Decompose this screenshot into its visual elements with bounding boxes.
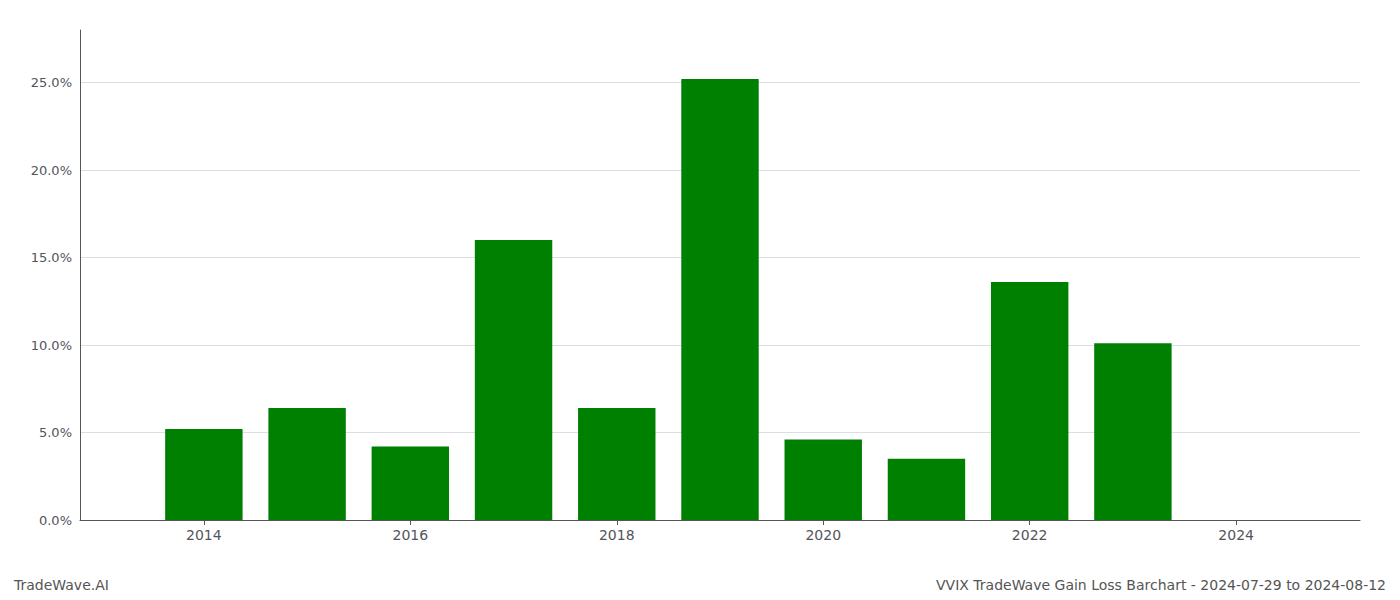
svg-text:20.0%: 20.0%: [31, 163, 72, 178]
svg-text:2024: 2024: [1218, 527, 1254, 543]
svg-text:2020: 2020: [805, 527, 841, 543]
svg-text:2022: 2022: [1012, 527, 1048, 543]
svg-text:25.0%: 25.0%: [31, 75, 72, 90]
svg-text:10.0%: 10.0%: [31, 338, 72, 353]
svg-text:2016: 2016: [393, 527, 429, 543]
svg-text:VVIX TradeWave Gain Loss Barch: VVIX TradeWave Gain Loss Barchart - 2024…: [936, 577, 1386, 593]
svg-text:TradeWave.AI: TradeWave.AI: [13, 577, 109, 593]
svg-text:5.0%: 5.0%: [39, 425, 72, 440]
svg-text:2018: 2018: [599, 527, 635, 543]
svg-text:15.0%: 15.0%: [31, 250, 72, 265]
svg-text:0.0%: 0.0%: [39, 513, 72, 528]
svg-text:2014: 2014: [186, 527, 222, 543]
